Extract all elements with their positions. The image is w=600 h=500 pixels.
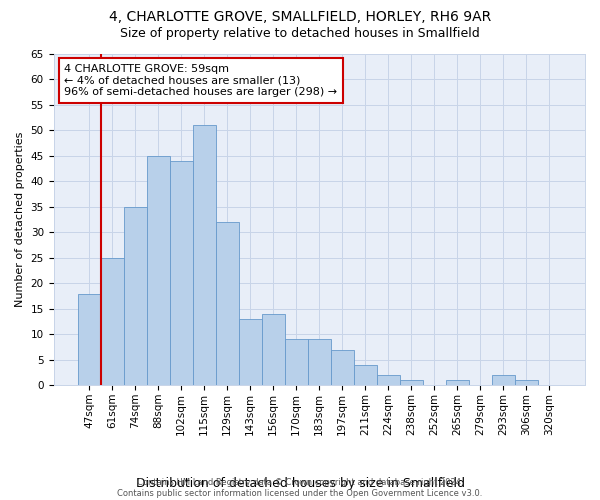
Bar [170, 161, 193, 385]
Text: 4 CHARLOTTE GROVE: 59sqm
← 4% of detached houses are smaller (13)
96% of semi-de: 4 CHARLOTTE GROVE: 59sqm ← 4% of detache… [64, 64, 337, 97]
Bar [101, 258, 124, 385]
Bar [193, 126, 216, 385]
Bar [377, 375, 400, 385]
Bar [216, 222, 239, 385]
Bar [354, 365, 377, 385]
Bar [492, 375, 515, 385]
Text: Size of property relative to detached houses in Smallfield: Size of property relative to detached ho… [120, 28, 480, 40]
Bar [285, 340, 308, 385]
Bar [262, 314, 285, 385]
Bar [124, 207, 147, 385]
Text: Contains HM Land Registry data © Crown copyright and database right 2024.
Contai: Contains HM Land Registry data © Crown c… [118, 478, 482, 498]
Text: 4, CHARLOTTE GROVE, SMALLFIELD, HORLEY, RH6 9AR: 4, CHARLOTTE GROVE, SMALLFIELD, HORLEY, … [109, 10, 491, 24]
Text: Distribution of detached houses by size in Smallfield: Distribution of detached houses by size … [136, 477, 464, 490]
Bar [308, 340, 331, 385]
Bar [446, 380, 469, 385]
Bar [400, 380, 423, 385]
Y-axis label: Number of detached properties: Number of detached properties [15, 132, 25, 308]
Bar [77, 294, 101, 385]
Bar [331, 350, 354, 385]
Bar [239, 319, 262, 385]
Bar [147, 156, 170, 385]
Bar [515, 380, 538, 385]
